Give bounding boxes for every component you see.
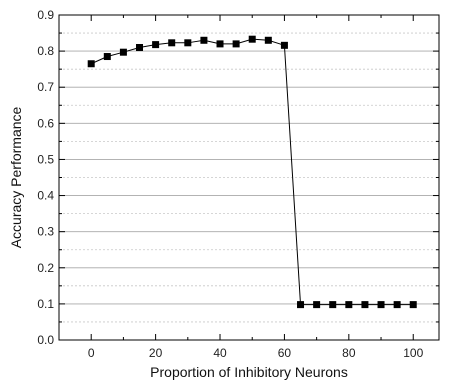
y-tick-label: 0.0 [37, 333, 54, 347]
data-point [152, 41, 160, 49]
x-tick-label: 40 [213, 346, 227, 360]
y-tick-label: 0.9 [37, 8, 54, 22]
data-point [313, 301, 321, 309]
data-point [264, 36, 272, 44]
data-point [361, 301, 369, 309]
data-point [393, 301, 401, 309]
tick-labels: 0 20 40 60 80 100 0.0 0.1 0.2 0.3 0.4 0.5 0.6 0.7 0.8 0… [37, 8, 423, 360]
data-point [297, 301, 305, 309]
y-tick-label: 0.4 [37, 189, 54, 203]
data-point [248, 35, 256, 43]
data-point [409, 301, 417, 309]
data-point [232, 40, 240, 48]
data-point [119, 48, 127, 56]
y-tick-label: 0.5 [37, 152, 54, 166]
x-axis-label: Proportion of Inhibitory Neurons [150, 364, 348, 380]
y-tick-label: 0.3 [37, 225, 54, 239]
data-point [103, 53, 111, 61]
data-point [200, 36, 208, 44]
y-axis-label: Accuracy Performance [8, 106, 24, 248]
data-point [87, 60, 95, 68]
y-tick-label: 0.1 [37, 297, 54, 311]
x-tick-label: 60 [278, 346, 292, 360]
data-point [329, 301, 337, 309]
x-tick-label: 100 [403, 346, 423, 360]
data-point [377, 301, 385, 309]
axes [58, 14, 440, 341]
data-point [184, 39, 192, 47]
data-point [136, 44, 144, 51]
series-line [90, 38, 414, 306]
y-tick-label: 0.8 [37, 44, 54, 58]
data-point [168, 39, 176, 47]
data-point [216, 40, 224, 48]
data-point [280, 41, 288, 49]
x-tick-label: 0 [88, 346, 95, 360]
x-tick-label: 80 [342, 346, 356, 360]
series-layer [87, 35, 417, 309]
y-tick-label: 0.7 [37, 80, 54, 94]
grid-lines [59, 32, 439, 323]
data-point [345, 301, 353, 309]
x-tick-label: 20 [149, 346, 163, 360]
y-tick-label: 0.6 [37, 116, 54, 130]
y-tick-label: 0.2 [37, 261, 54, 275]
